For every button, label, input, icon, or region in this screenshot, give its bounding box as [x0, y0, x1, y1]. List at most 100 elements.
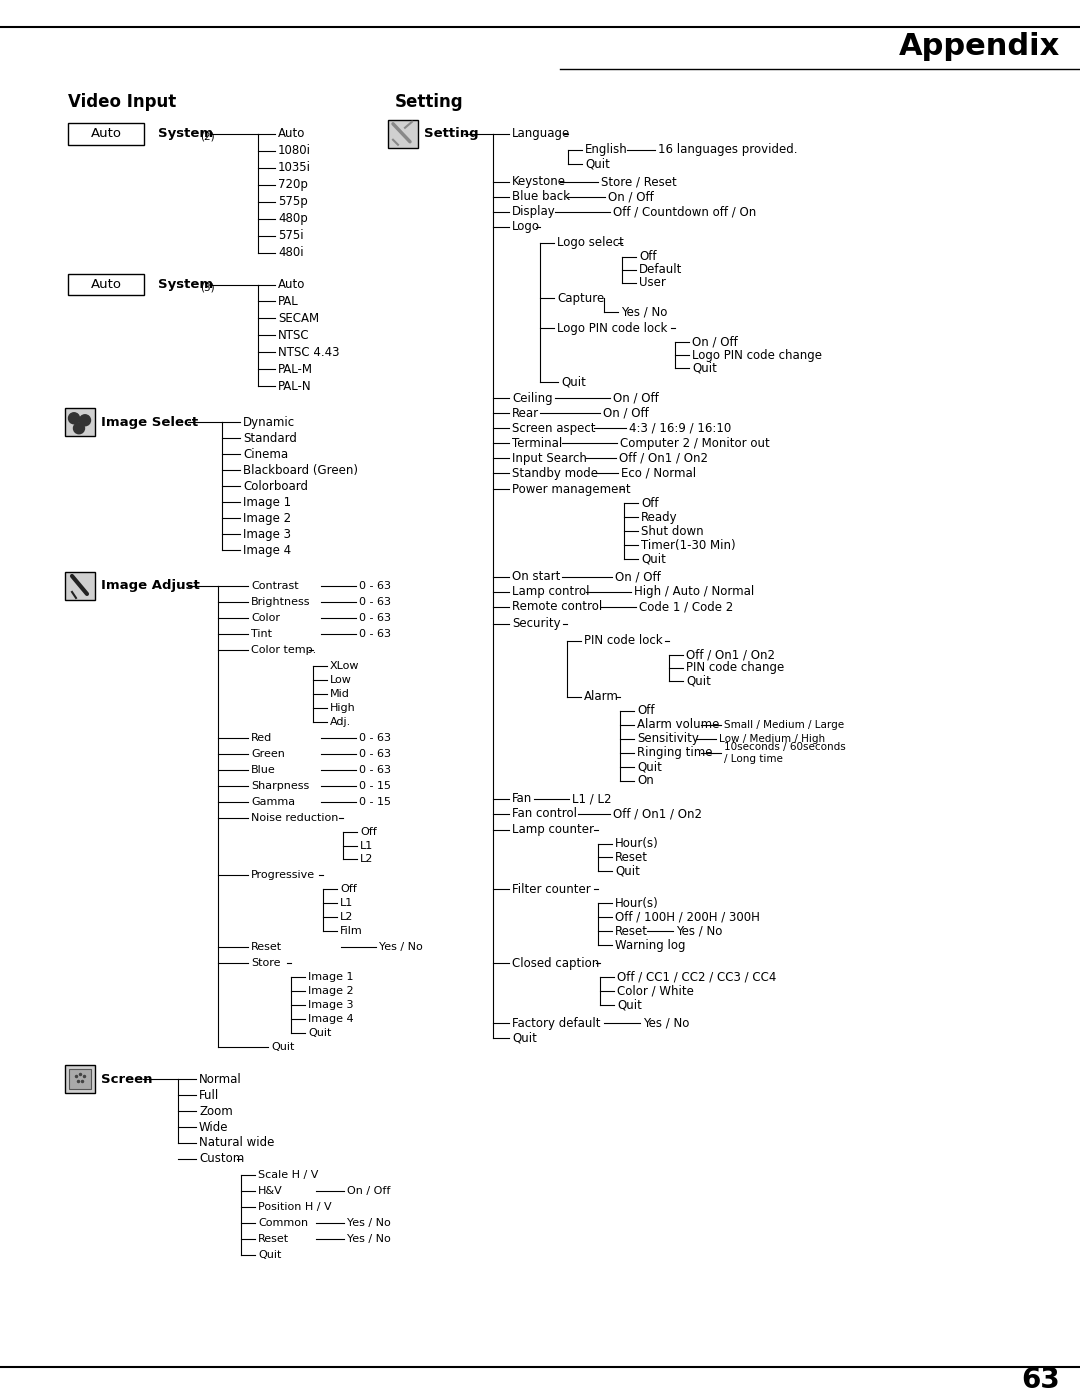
Text: Red: Red: [251, 732, 272, 743]
Text: Off / On1 / On2: Off / On1 / On2: [619, 451, 708, 465]
Text: Color: Color: [251, 613, 280, 623]
Text: Reset: Reset: [258, 1234, 289, 1243]
Text: Off: Off: [639, 250, 657, 263]
Text: Yes / No: Yes / No: [621, 306, 667, 319]
Text: L2: L2: [360, 855, 374, 865]
Text: User: User: [639, 277, 666, 289]
Text: Warning log: Warning log: [615, 939, 686, 951]
Text: Setting: Setting: [395, 92, 463, 110]
Text: PIN code lock: PIN code lock: [584, 634, 663, 647]
Text: Yes / No: Yes / No: [379, 943, 422, 953]
Text: Display: Display: [512, 205, 556, 218]
Text: Rear: Rear: [512, 407, 539, 419]
Text: Reset: Reset: [615, 925, 648, 937]
Text: Capture: Capture: [557, 292, 604, 305]
Text: Computer 2 / Monitor out: Computer 2 / Monitor out: [620, 437, 770, 450]
Text: System: System: [158, 127, 213, 140]
Text: Terminal: Terminal: [512, 437, 563, 450]
Text: Image 3: Image 3: [308, 1000, 353, 1010]
Text: PAL-N: PAL-N: [278, 380, 312, 393]
Text: Yes / No: Yes / No: [676, 925, 723, 937]
Text: Filter counter: Filter counter: [512, 883, 591, 895]
Text: On / Off: On / Off: [615, 570, 661, 584]
Text: Scale H / V: Scale H / V: [258, 1169, 319, 1180]
Text: Logo select: Logo select: [557, 236, 624, 249]
Text: Screen: Screen: [102, 1073, 152, 1085]
Text: Quit: Quit: [258, 1250, 282, 1260]
Text: Code 1 / Code 2: Code 1 / Code 2: [639, 601, 733, 613]
Text: 480p: 480p: [278, 212, 308, 225]
Text: Off: Off: [637, 704, 654, 717]
Text: Quit: Quit: [615, 865, 639, 877]
Text: Image 1: Image 1: [308, 972, 353, 982]
Text: Alarm: Alarm: [584, 690, 619, 703]
Text: Ceiling: Ceiling: [512, 391, 553, 405]
Text: On / Off: On / Off: [347, 1186, 390, 1196]
Text: Fan control: Fan control: [512, 807, 577, 820]
Text: Store / Reset: Store / Reset: [600, 175, 677, 189]
Text: Lamp counter: Lamp counter: [512, 823, 594, 835]
Text: Ringing time: Ringing time: [637, 746, 713, 759]
Text: Yes / No: Yes / No: [347, 1218, 391, 1228]
Text: Auto: Auto: [91, 278, 121, 291]
Text: (3): (3): [200, 282, 215, 292]
FancyBboxPatch shape: [68, 123, 144, 145]
Text: Video Input: Video Input: [68, 92, 176, 110]
Text: 0 - 15: 0 - 15: [359, 796, 391, 806]
Text: Green: Green: [251, 749, 285, 759]
Text: Screen aspect: Screen aspect: [512, 422, 595, 434]
Text: 575i: 575i: [278, 229, 303, 242]
Text: 480i: 480i: [278, 246, 303, 258]
Text: Off / On1 / On2: Off / On1 / On2: [613, 807, 702, 820]
Text: On / Off: On / Off: [692, 335, 738, 349]
Text: Wide: Wide: [199, 1120, 229, 1133]
Text: 0 - 63: 0 - 63: [359, 732, 391, 743]
Text: Cinema: Cinema: [243, 447, 288, 461]
Text: Sharpness: Sharpness: [251, 781, 309, 791]
Text: Color temp.: Color temp.: [251, 645, 316, 655]
Text: Image Select: Image Select: [102, 416, 198, 429]
FancyBboxPatch shape: [65, 408, 95, 436]
Text: Normal: Normal: [199, 1073, 242, 1085]
Text: On start: On start: [512, 570, 561, 584]
Text: High: High: [330, 703, 355, 712]
Text: Off: Off: [360, 827, 377, 837]
Text: Off / On1 / On2: Off / On1 / On2: [686, 648, 775, 661]
Text: Gamma: Gamma: [251, 796, 295, 806]
Text: 16 languages provided.: 16 languages provided.: [658, 144, 797, 156]
Text: L1: L1: [340, 898, 353, 908]
Text: Input Search: Input Search: [512, 451, 586, 465]
Text: 0 - 63: 0 - 63: [359, 764, 391, 775]
Text: Noise reduction: Noise reduction: [251, 813, 338, 823]
Text: Image 3: Image 3: [243, 528, 291, 541]
Text: Remote control: Remote control: [512, 601, 603, 613]
Text: Blackboard (Green): Blackboard (Green): [243, 464, 357, 476]
Text: High / Auto / Normal: High / Auto / Normal: [634, 585, 754, 598]
Text: 575p: 575p: [278, 196, 308, 208]
Text: Quit: Quit: [308, 1028, 332, 1038]
Text: Film: Film: [340, 926, 363, 936]
Text: Quit: Quit: [692, 362, 717, 374]
Text: Sensitivity: Sensitivity: [637, 732, 699, 745]
Text: Quit: Quit: [617, 999, 642, 1011]
Text: Logo PIN code change: Logo PIN code change: [692, 349, 822, 362]
Text: L1: L1: [360, 841, 374, 851]
Text: PAL-M: PAL-M: [278, 363, 313, 376]
Text: 0 - 63: 0 - 63: [359, 629, 391, 638]
Text: Image 4: Image 4: [243, 543, 292, 556]
Text: H&V: H&V: [258, 1186, 283, 1196]
Text: Closed caption: Closed caption: [512, 957, 599, 970]
Text: Off / 100H / 200H / 300H: Off / 100H / 200H / 300H: [615, 911, 760, 923]
Text: Alarm volume: Alarm volume: [637, 718, 719, 731]
Text: Image 2: Image 2: [243, 511, 292, 525]
Text: Quit: Quit: [585, 158, 610, 170]
Text: SECAM: SECAM: [278, 312, 319, 326]
Text: (2): (2): [200, 131, 215, 141]
Text: Quit: Quit: [561, 376, 585, 388]
Text: Default: Default: [639, 263, 683, 277]
Text: Reset: Reset: [615, 851, 648, 863]
Text: NTSC: NTSC: [278, 328, 310, 342]
Text: Setting: Setting: [424, 127, 478, 140]
Text: Language: Language: [512, 127, 570, 140]
Text: Mid: Mid: [330, 689, 350, 698]
